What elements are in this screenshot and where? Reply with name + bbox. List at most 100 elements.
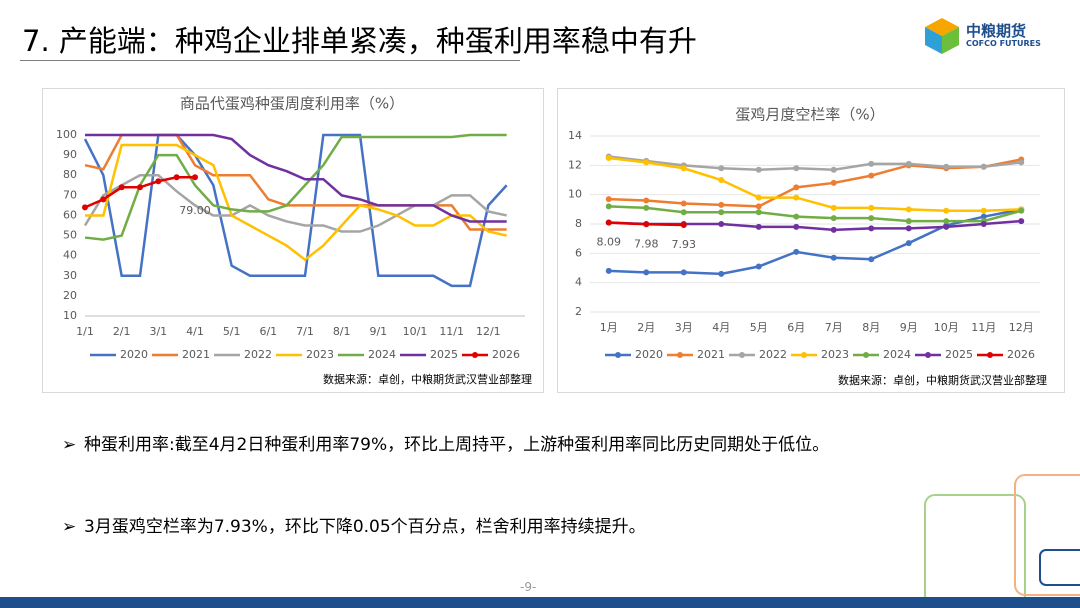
legend-label: 2020 — [635, 348, 663, 361]
legend-label: 2022 — [244, 348, 272, 361]
point — [943, 163, 950, 170]
point — [868, 204, 875, 211]
x-tick-label: 5/1 — [223, 325, 241, 338]
x-tick-label: 2月 — [637, 321, 655, 334]
point — [905, 240, 912, 247]
x-tick-label: 11/1 — [439, 325, 464, 338]
point — [830, 166, 837, 173]
legend-marker — [615, 352, 621, 358]
x-tick-label: 1月 — [600, 321, 618, 334]
x-tick-label: 6月 — [787, 321, 805, 334]
legend-label: 2024 — [368, 348, 396, 361]
point — [718, 201, 725, 208]
y-tick-label: 10 — [63, 309, 77, 322]
y-tick-label: 20 — [63, 289, 77, 302]
point — [1018, 159, 1025, 166]
legend-label: 2024 — [883, 348, 911, 361]
point — [755, 223, 762, 230]
point — [980, 207, 987, 214]
point — [605, 196, 612, 203]
decoration — [924, 474, 1080, 597]
data-label: 79.00 — [179, 204, 211, 217]
point — [943, 218, 950, 225]
point — [980, 221, 987, 227]
chart-title: 商品代蛋鸡种蛋周度利用率（%） — [180, 95, 404, 113]
point — [680, 165, 687, 172]
series-line — [84, 133, 507, 241]
series-line — [85, 133, 507, 223]
point — [605, 219, 612, 226]
y-tick-label: 90 — [63, 148, 77, 161]
point — [793, 194, 800, 201]
point — [680, 200, 687, 207]
point — [643, 221, 650, 228]
point — [137, 184, 143, 191]
legend-label: 2023 — [306, 348, 334, 361]
point — [905, 206, 912, 213]
y-tick-label: 12 — [568, 158, 582, 171]
point — [793, 213, 800, 220]
point — [643, 197, 650, 204]
y-tick-label: 30 — [63, 269, 77, 282]
point — [100, 196, 107, 203]
point — [192, 174, 198, 181]
series-line — [608, 208, 1022, 276]
legend-label: 2023 — [821, 348, 849, 361]
y-tick-label: 80 — [63, 168, 77, 181]
logo-english: COFCO FUTURES — [966, 39, 1041, 48]
x-tick-label: 3/1 — [149, 325, 167, 338]
y-tick-label: 50 — [63, 229, 77, 242]
point — [755, 194, 762, 201]
chart-panel — [42, 88, 544, 393]
chart: 商品代蛋鸡种蛋周度利用率（%） 10 20 30 40 50 60 70 80 90 100 1/1 2… — [56, 95, 532, 387]
point — [173, 174, 180, 181]
legend-label: 2025 — [430, 348, 458, 361]
point — [830, 226, 837, 233]
point — [868, 172, 875, 179]
y-tick-label: 2 — [575, 305, 582, 318]
x-tick-label: 4/1 — [186, 325, 204, 338]
series-line — [85, 143, 507, 262]
point — [680, 269, 687, 276]
point — [830, 215, 837, 222]
footer-bar — [0, 597, 1080, 608]
point — [82, 204, 88, 211]
bullet: 3月蛋鸡空栏率为7.93%，环比下降0.05个百分点，栏舍利用率持续提升。 — [62, 514, 934, 540]
point — [755, 263, 762, 270]
point — [755, 203, 762, 210]
point — [793, 165, 800, 172]
point — [830, 254, 837, 261]
point — [868, 215, 875, 222]
data-label: 7.98 — [634, 237, 659, 250]
y-tick-label: 100 — [56, 128, 77, 141]
series-line — [608, 205, 1022, 223]
legend-marker — [863, 352, 869, 358]
point — [718, 221, 725, 227]
point — [605, 203, 612, 210]
x-tick-label: 1/1 — [76, 325, 94, 338]
title-rule — [20, 60, 520, 61]
point — [793, 248, 800, 255]
chart: 蛋鸡月度空栏率（%） 2 4 6 8 10 12 14 1月 2月 3月 4月 5月 6月 7月 8月 9月 10… — [568, 106, 1047, 388]
chart-title: 蛋鸡月度空栏率（%） — [735, 106, 884, 124]
y-tick-label: 70 — [63, 188, 77, 201]
point — [980, 213, 987, 220]
data-label: 7.93 — [672, 238, 697, 251]
point — [155, 178, 162, 185]
slide-title: 7. 产能端：种鸡企业排单紧凑，种蛋利用率稳中有升 — [22, 24, 697, 58]
logo-icon — [925, 18, 959, 54]
source: 数据来源：卓创，中粮期货武汉营业部整理 — [838, 373, 1047, 387]
point — [680, 222, 687, 229]
series-line — [608, 156, 1022, 213]
logo-name: 中粮期货 — [966, 22, 1027, 40]
x-tick-label: 8月 — [862, 321, 880, 334]
y-tick-label: 40 — [63, 249, 77, 262]
legend-label: 2025 — [945, 348, 973, 361]
point — [118, 184, 125, 191]
point — [718, 165, 725, 172]
point — [605, 155, 612, 161]
point — [905, 225, 912, 232]
x-tick-label: 7月 — [825, 321, 843, 334]
point — [755, 166, 762, 173]
